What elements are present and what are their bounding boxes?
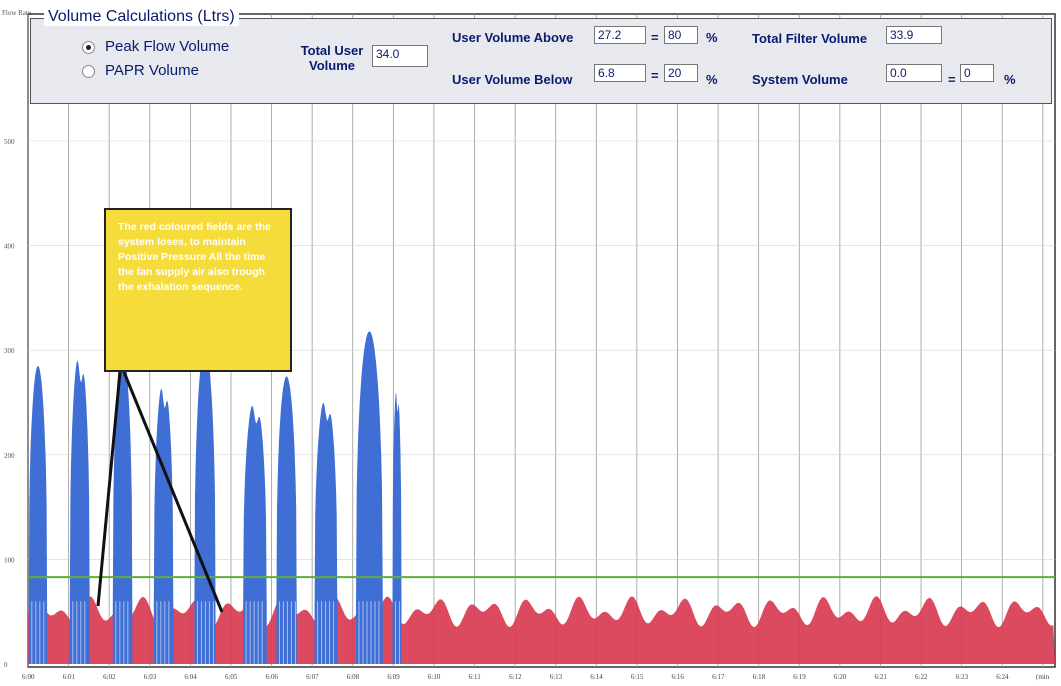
system-volume-label: System Volume [752,72,848,87]
x-tick-label: 6:02 [103,673,116,681]
x-tick-label: 6:11 [469,673,482,681]
user-volume-above-percent-field[interactable]: 80 [664,26,698,44]
percent-sign: % [1004,72,1016,87]
percent-sign: % [706,30,718,45]
volume-calculations-panel [30,18,1052,104]
user-volume-above-field[interactable]: 27.2 [594,26,646,44]
breath-peak [392,392,402,664]
breath-peak [69,360,90,664]
breath-peak [355,331,383,664]
x-tick-label: 6:16 [671,673,684,681]
breath-peak [112,350,133,664]
x-unit-label: (min [1036,673,1050,681]
user-volume-below-field[interactable]: 6.8 [594,64,646,82]
x-tick-label: 6:18 [753,673,766,681]
papr-volume-label: PAPR Volume [105,62,199,79]
x-tick-label: 6:23 [956,673,969,681]
panel-title: Volume Calculations (Ltrs) [44,8,239,26]
breath-peak [243,405,267,664]
total-user-volume-label: Total User Volume [300,43,364,73]
total-filter-volume-field[interactable]: 33.9 [886,26,942,44]
breath-peak-fill [112,350,133,664]
total-filter-volume-label: Total Filter Volume [752,31,868,46]
equals-sign: = [651,30,659,45]
y-tick-label: 300 [4,347,15,355]
papr-volume-radio[interactable]: PAPR Volume [82,62,199,79]
x-tick-label: 6:10 [428,673,441,681]
callout-pointer [96,371,122,607]
x-tick-label: 6:06 [266,673,279,681]
y-tick-label: 0 [4,661,8,669]
x-tick-label: 6:01 [63,673,76,681]
y-axis-title: Flow Rate [2,9,31,17]
x-tick-label: 6:03 [144,673,157,681]
y-tick-label: 500 [4,138,15,146]
y-tick-label: 100 [4,556,15,564]
x-tick-label: 6:19 [793,673,806,681]
percent-sign: % [706,72,718,87]
y-tick-label: 200 [4,452,15,460]
x-tick-label: 6:12 [509,673,522,681]
peak-flow-volume-label: Peak Flow Volume [105,38,230,55]
breath-peak-fill [355,331,383,664]
x-tick-label: 6:24 [996,673,1009,681]
x-tick-label: 6:08 [347,673,360,681]
annotation-callout: The red coloured fields are the system l… [104,208,292,372]
x-tick-label: 6:07 [306,673,319,681]
x-tick-label: 6:17 [712,673,725,681]
callout-pointer [122,371,224,613]
breath-peak [314,402,338,664]
x-tick-label: 6:13 [550,673,563,681]
x-tick-label: 6:00 [22,673,35,681]
breath-peak-fill [392,392,402,664]
system-volume-percent-field[interactable]: 0 [960,64,994,82]
breath-peak-fill [69,360,90,664]
equals-sign: = [651,68,659,83]
user-volume-below-percent-field[interactable]: 20 [664,64,698,82]
user-volume-below-label: User Volume Below [452,72,573,87]
x-tick-label: 6:14 [590,673,603,681]
user-volume-above-label: User Volume Above [452,30,574,45]
breath-peak-fill [243,405,267,664]
total-user-volume-field[interactable]: 34.0 [372,45,428,67]
x-tick-label: 6:20 [834,673,847,681]
radio-selected-icon [82,40,95,54]
x-tick-label: 6:05 [225,673,238,681]
x-tick-label: 6:22 [915,673,928,681]
breath-peak-fill [276,376,297,664]
breath-peak-fill [28,365,48,664]
y-tick-label: 400 [4,243,15,251]
x-tick-label: 6:21 [874,673,887,681]
peak-flow-volume-radio[interactable]: Peak Flow Volume [82,38,229,55]
x-tick-label: 6:04 [184,673,197,681]
system-volume-field[interactable]: 0.0 [886,64,942,82]
x-tick-label: 6:09 [387,673,400,681]
radio-unselected-icon [82,64,95,78]
breath-peak [276,376,297,664]
equals-sign: = [948,72,956,87]
breath-peak [28,365,48,664]
x-tick-label: 6:15 [631,673,644,681]
breath-peak-fill [314,402,338,664]
